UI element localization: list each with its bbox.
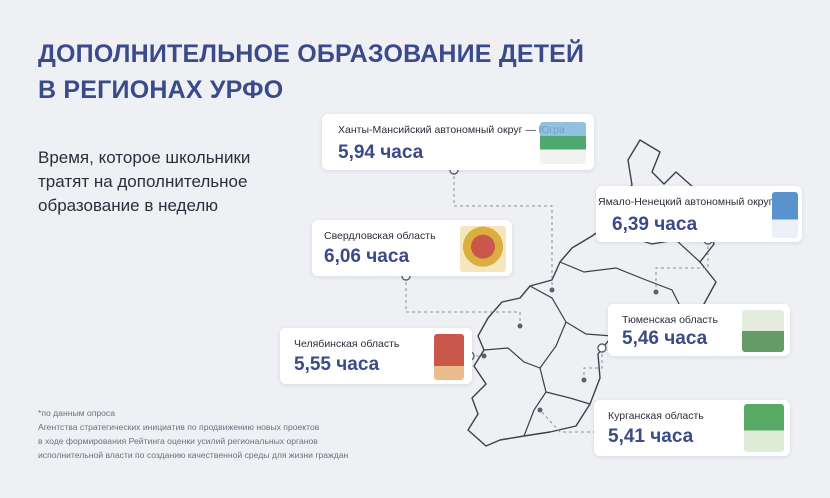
region-value: 6,39 часа (612, 214, 698, 235)
sverdlovsk-emblem-icon (460, 226, 506, 272)
region-card-chelyabinsk: Челябинская область 5,55 часа (280, 328, 472, 384)
footnote-line2: Агентства стратегических инициатив по пр… (38, 422, 320, 432)
khmao-emblem-icon (540, 122, 586, 164)
region-name: Ямало-Ненецкий автономный округ (598, 196, 773, 208)
region-name: Тюменская область (622, 314, 718, 326)
footnote: *по данным опроса Агентства стратегическ… (38, 406, 438, 462)
region-name: Ханты-Мансийский автономный округ — Югра (338, 124, 565, 136)
page-title-line2: В РЕГИОНАХ УРФО (38, 76, 284, 104)
region-name: Свердловская область (324, 230, 436, 242)
region-value: 6,06 часа (324, 246, 410, 267)
region-card-khmao: Ханты-Мансийский автономный округ — Югра… (322, 114, 594, 170)
region-value: 5,41 часа (608, 426, 694, 447)
region-card-yanao: Ямало-Ненецкий автономный округ 6,39 час… (596, 186, 802, 242)
region-value: 5,55 часа (294, 354, 380, 375)
tyumen-emblem-icon (742, 310, 784, 352)
footnote-line1: *по данным опроса (38, 408, 115, 418)
region-value: 5,94 часа (338, 142, 424, 163)
footnote-line4: исполнительной власти по созданию качест… (38, 450, 349, 460)
yanao-emblem-icon (772, 192, 798, 238)
region-card-tyumen: Тюменская область 5,46 часа (608, 304, 790, 356)
kurgan-emblem-icon (744, 404, 784, 452)
chelyabinsk-emblem-icon (434, 334, 464, 380)
region-name: Челябинская область (294, 338, 400, 350)
footnote-line3: в ходе формирования Рейтинга оценки усил… (38, 436, 318, 446)
description-text: Время, которое школьники тратят на допол… (38, 148, 251, 215)
page-title: ДОПОЛНИТЕЛЬНОЕ ОБРАЗОВАНИЕ ДЕТЕЙ В РЕГИО… (38, 36, 584, 108)
region-name: Курганская область (608, 410, 704, 422)
region-card-kurgan: Курганская область 5,41 часа (594, 400, 790, 456)
marker-tyumen (597, 343, 607, 353)
region-value: 5,46 часа (622, 328, 708, 349)
page-title-line1: ДОПОЛНИТЕЛЬНОЕ ОБРАЗОВАНИЕ ДЕТЕЙ (38, 40, 585, 68)
region-card-sverdlovsk: Свердловская область 6,06 часа (312, 220, 512, 276)
